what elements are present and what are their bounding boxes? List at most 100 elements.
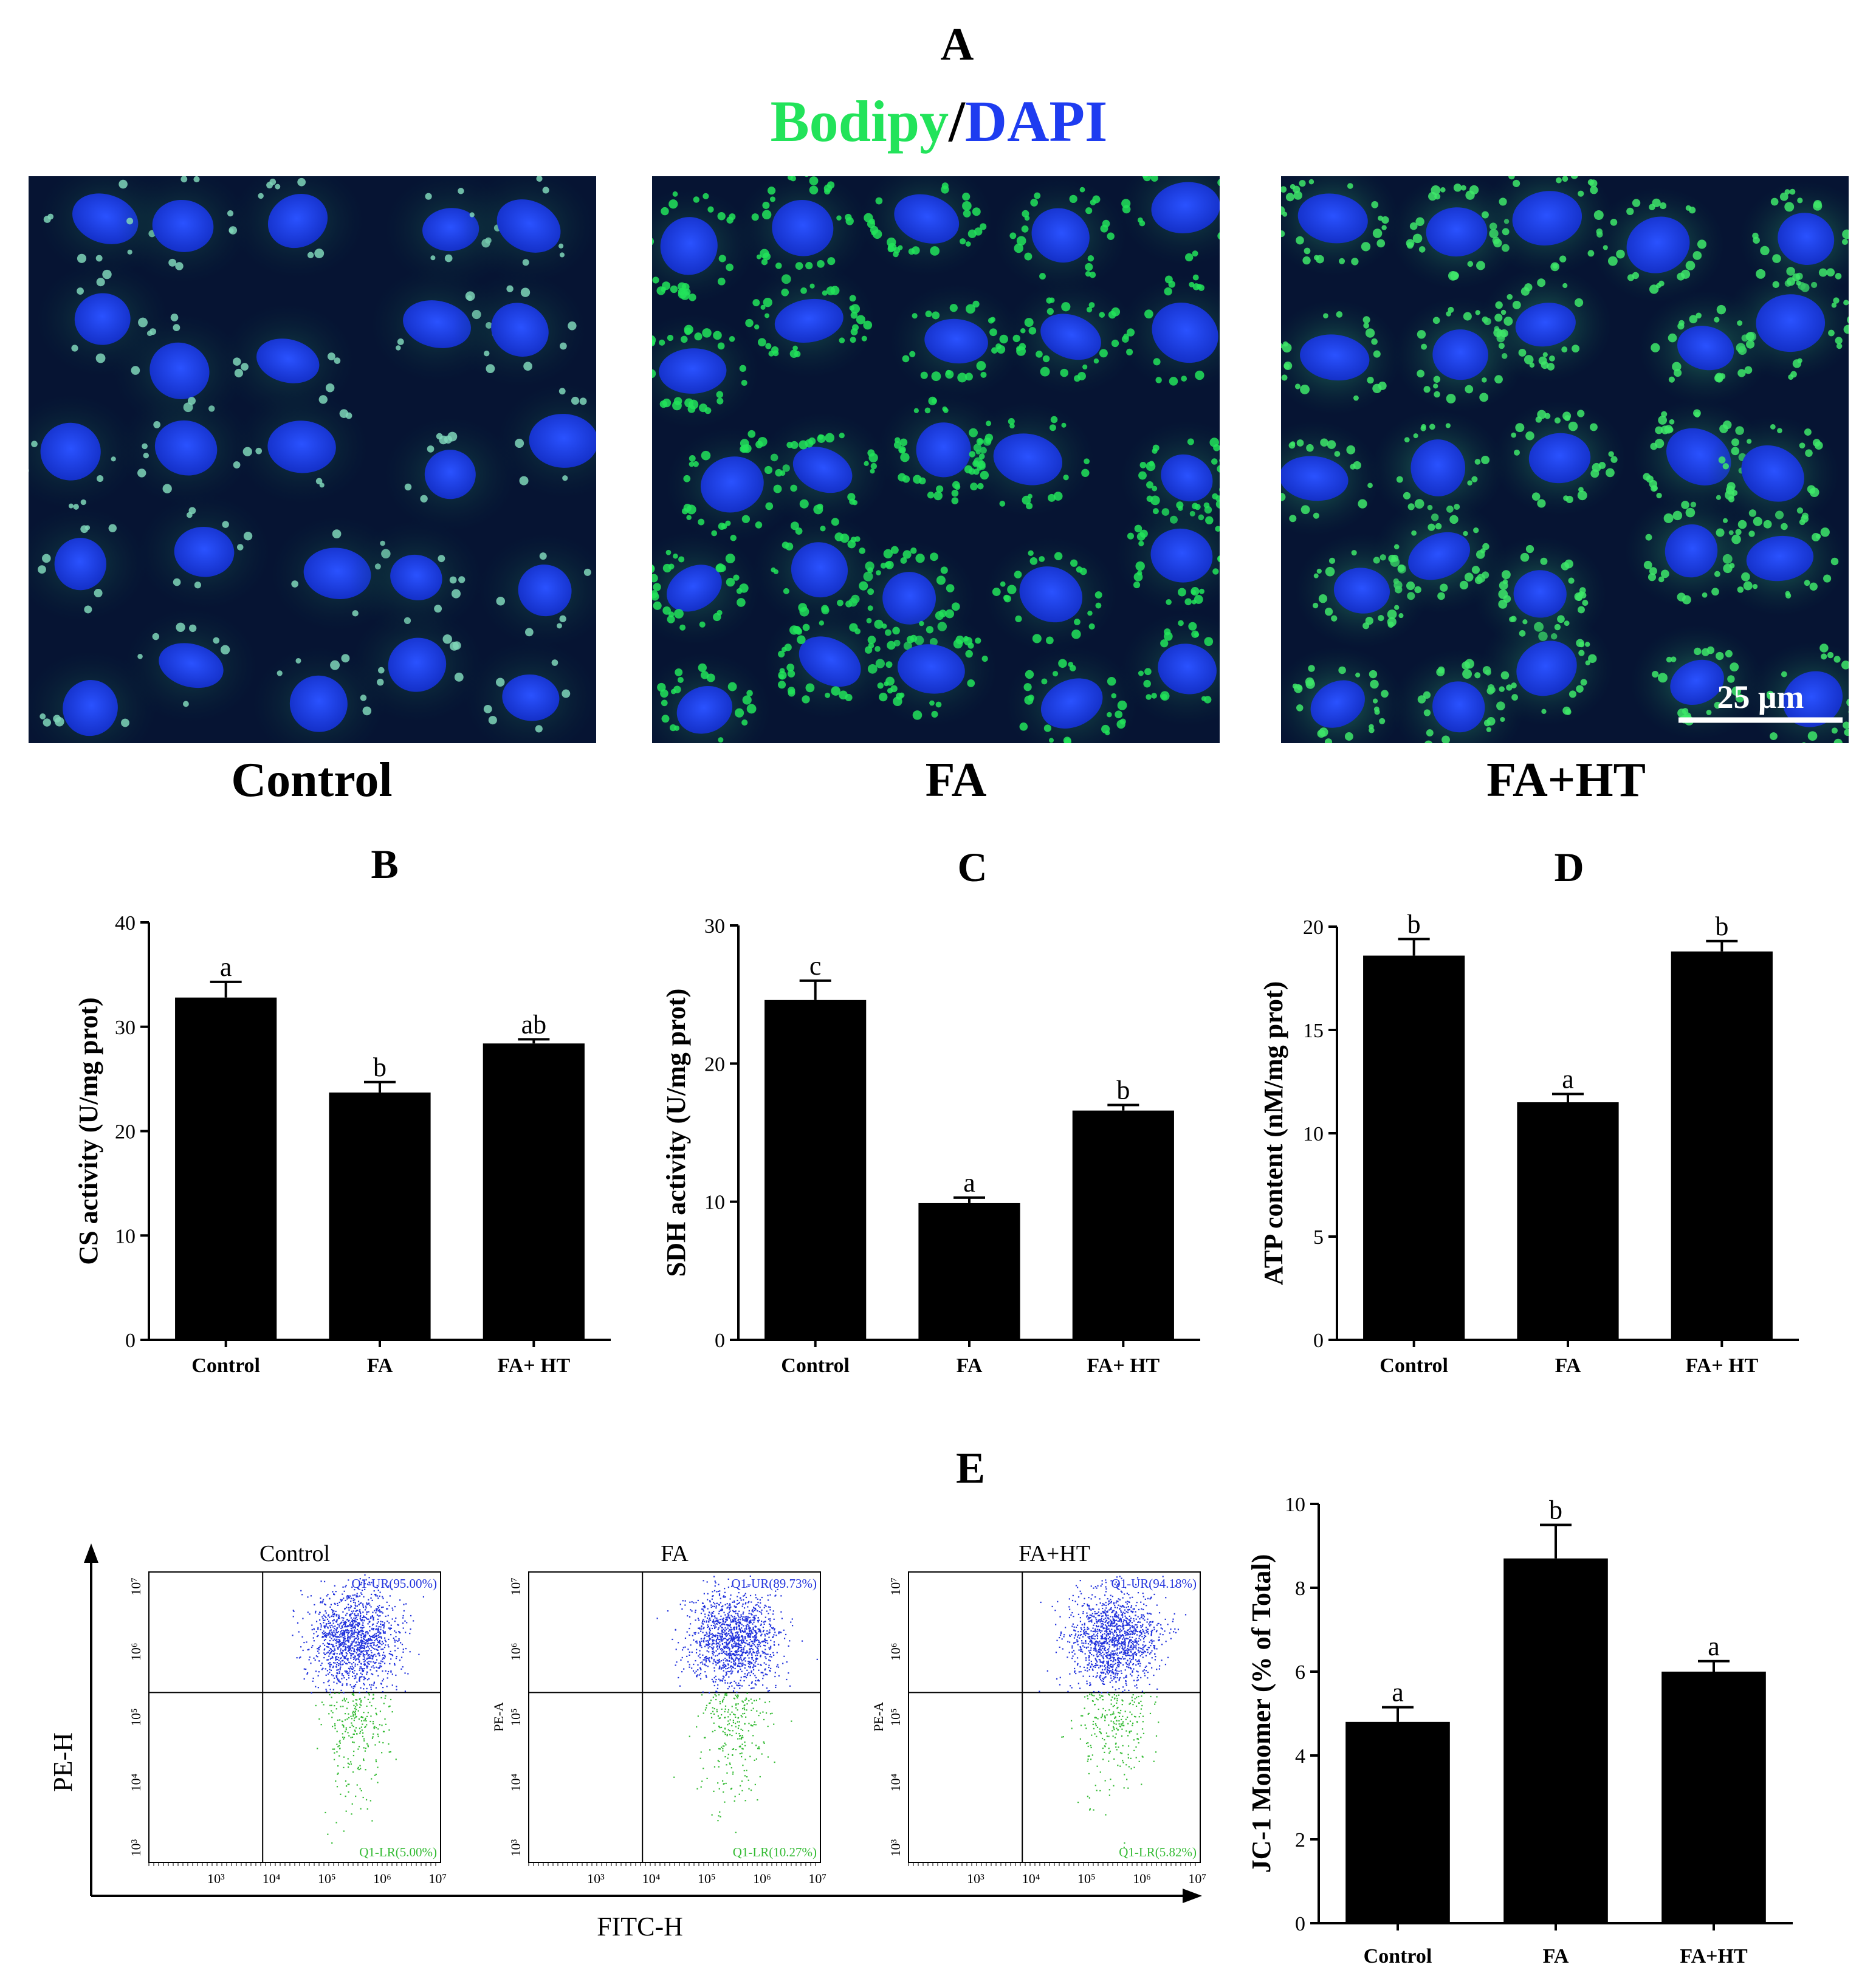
nucleus [1432, 329, 1488, 380]
flow-y-tick-label: 10³ [128, 1839, 143, 1856]
flow-x-tick-label: 10⁷ [808, 1871, 826, 1886]
flow-side-label: PE-A [491, 1702, 506, 1732]
bar [918, 1203, 1020, 1340]
nucleus [529, 414, 596, 468]
nucleus [676, 685, 733, 734]
nucleus [54, 538, 106, 591]
nucleus [1040, 314, 1101, 360]
nucleus [496, 199, 561, 253]
nucleus [791, 542, 848, 598]
chart-d: D 0 5 10 15 20 ATP content (nM/mg prot) b Contro… [1259, 844, 1799, 1377]
y-tick-label: 0 [1313, 1330, 1324, 1352]
y-axis-label: SDH activity (U/mg prot) [661, 989, 691, 1277]
flow-y-tick-label: 10³ [888, 1839, 903, 1856]
y-tick-label: 15 [1303, 1020, 1324, 1042]
significance-letter: b [373, 1052, 387, 1082]
nucleus [1161, 454, 1213, 502]
panel-letter: B [371, 841, 398, 887]
flow-y-tick-label: 10⁴ [508, 1773, 523, 1791]
flow-plot-fa-ht: FA+HT 10³ 10³ 10⁴ 10⁴ 10⁵ 10⁵ 10⁶ 10⁶ 10⁷ 10⁷ PE-A Q… [871, 1541, 1206, 1886]
x-tick-label: Control [1380, 1354, 1448, 1377]
nucleus [152, 199, 214, 252]
nucleus [1665, 524, 1718, 578]
nucleus [256, 338, 320, 383]
nucleus [916, 422, 971, 478]
nucleus [1297, 193, 1368, 244]
nucleus [666, 565, 722, 612]
x-tick-label: FA+ HT [1087, 1354, 1160, 1377]
y-axis-label: CS activity (U/mg prot) [74, 997, 103, 1265]
flow-y-tick-label: 10⁶ [888, 1643, 903, 1661]
panel-letter: D [1554, 844, 1584, 890]
y-tick-label: 30 [115, 1017, 136, 1039]
y-tick-label: 0 [125, 1330, 136, 1352]
significance-letter: b [1407, 909, 1421, 939]
nucleus [1310, 680, 1365, 728]
image-label-control: Control [231, 753, 392, 807]
flow-x-tick-label: 10⁵ [318, 1871, 336, 1886]
y-tick-label: 30 [704, 915, 725, 938]
y-tick-label: 0 [715, 1330, 725, 1352]
flow-plot-frame [908, 1571, 1201, 1863]
y-tick-label: 4 [1295, 1745, 1305, 1768]
flow-dots-upper [292, 1574, 425, 1694]
nucleus [502, 674, 560, 721]
nucleus [1426, 207, 1488, 257]
flow-x-tick-label: 10³ [967, 1871, 984, 1886]
micrograph-fa-ht [1281, 176, 1849, 743]
y-tick-label: 0 [1295, 1913, 1305, 1935]
nucleus [1152, 303, 1218, 363]
x-tick-label: FA [1543, 1945, 1569, 1968]
flow-x-tick-label: 10⁴ [1022, 1871, 1040, 1886]
y-tick-label: 20 [704, 1053, 725, 1076]
flow-x-tick-label: 10⁶ [373, 1871, 391, 1886]
nucleus [1626, 216, 1690, 273]
nucleus [289, 675, 348, 732]
flow-x-tick-label: 10⁷ [428, 1871, 447, 1886]
nucleus [174, 527, 235, 577]
nucleus [700, 456, 764, 513]
nucleus [1158, 643, 1217, 695]
significance-letter: a [220, 952, 232, 982]
flow-y-tick-label: 10⁵ [508, 1708, 523, 1726]
bar [1671, 951, 1773, 1340]
nucleus [1410, 439, 1466, 496]
nucleus [1515, 303, 1576, 347]
nucleus [1528, 433, 1591, 484]
flow-y-tick-label: 10⁷ [128, 1577, 143, 1596]
bar [1363, 955, 1465, 1340]
flow-plot-frame [148, 1571, 441, 1863]
micrograph-control [29, 176, 596, 743]
flow-plot-title: FA [661, 1541, 689, 1567]
significance-letter: b [1715, 911, 1728, 941]
nucleus [390, 554, 442, 600]
image-label-fa: FA [926, 753, 987, 807]
flow-y-tick-label: 10⁵ [888, 1708, 903, 1726]
flow-x-tick-label: 10⁶ [1133, 1871, 1151, 1886]
flow-plot-frame [528, 1571, 821, 1863]
nucleus [897, 644, 965, 694]
flow-dots-upper [1039, 1576, 1187, 1694]
flow-y-arrowhead [84, 1543, 98, 1563]
flow-dots-upper [656, 1575, 818, 1694]
y-tick-label: 2 [1295, 1829, 1305, 1851]
flow-dots-lower [315, 1692, 397, 1844]
y-axis-label: ATP content (nM/mg prot) [1259, 981, 1288, 1286]
panel-a-letter: A [941, 19, 974, 70]
flow-side-label: PE-A [871, 1702, 886, 1732]
flow-x-tick-label: 10⁵ [1077, 1871, 1096, 1886]
nucleus [659, 348, 727, 394]
nucleus [774, 298, 844, 343]
nucleus [1031, 208, 1090, 263]
image-label-fa-ht: FA+HT [1486, 753, 1646, 807]
nucleus [1782, 671, 1843, 727]
flow-x-axis-label: FITC-H [597, 1912, 683, 1941]
nucleus [1512, 191, 1582, 245]
nucleus [1408, 532, 1471, 580]
quadrant-lr-label: Q1-LR(10.27%) [733, 1845, 817, 1859]
bar [1517, 1102, 1619, 1340]
nucleus [149, 342, 210, 399]
flow-x-tick-label: 10³ [587, 1871, 605, 1886]
y-tick-label: 10 [704, 1192, 725, 1214]
